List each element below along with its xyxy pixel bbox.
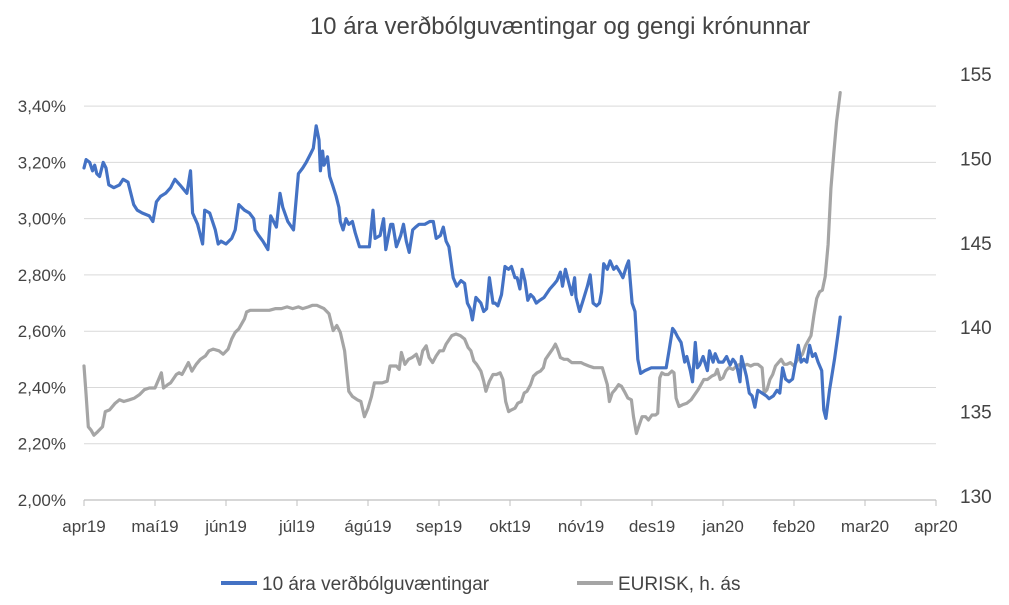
y-left-tick-label: 2,80%	[18, 266, 66, 285]
x-tick-label: okt19	[489, 517, 531, 536]
legend-label-inflation: 10 ára verðbólguvæntingar	[262, 574, 490, 595]
x-tick-label: feb20	[773, 517, 816, 536]
x-tick-label: sep19	[416, 517, 462, 536]
y-right-tick-label: 155	[960, 65, 992, 86]
gridlines	[84, 105, 936, 445]
series-line-eurisk	[82, 91, 842, 437]
x-tick-label: maí19	[131, 517, 178, 536]
x-tick-label: apr19	[62, 517, 105, 536]
x-tick-label: des19	[629, 517, 675, 536]
y-right-tick-label: 150	[960, 149, 992, 170]
series-lines	[82, 91, 842, 437]
y-right-tick-label: 135	[960, 403, 992, 424]
y-left-tick-label: 3,20%	[18, 153, 66, 172]
x-tick-label: júl19	[278, 517, 315, 536]
series-line-inflation	[82, 124, 842, 420]
chart-title: 10 ára verðbólguvæntingar og gengi krónu…	[310, 13, 810, 40]
axes: apr19 maí19 jún19 júl19 ágú19 sep19 okt19 nóv19…	[18, 65, 992, 536]
y-left-tick-label: 2,20%	[18, 435, 66, 454]
y-right-tick-label: 130	[960, 487, 992, 508]
x-tick-label: jan20	[701, 517, 744, 536]
x-tick-label: mar20	[841, 517, 889, 536]
x-tick-label: ágú19	[344, 517, 391, 536]
y-left-tick-label: 2,40%	[18, 378, 66, 397]
y-left-tick-label: 2,60%	[18, 322, 66, 341]
x-tick-label: apr20	[914, 517, 957, 536]
y-right-tick-label: 140	[960, 318, 992, 339]
y-left-tick-label: 2,00%	[18, 491, 66, 510]
y-left-tick-label: 3,00%	[18, 210, 66, 229]
legend: 10 ára verðbólguvæntingar EURISK, h. ás	[221, 574, 741, 595]
x-tick-label: nóv19	[558, 517, 604, 536]
legend-label-eurisk: EURISK, h. ás	[618, 574, 741, 595]
y-right-tick-label: 145	[960, 234, 992, 255]
x-tick-label: jún19	[204, 517, 247, 536]
y-left-tick-label: 3,40%	[18, 97, 66, 116]
